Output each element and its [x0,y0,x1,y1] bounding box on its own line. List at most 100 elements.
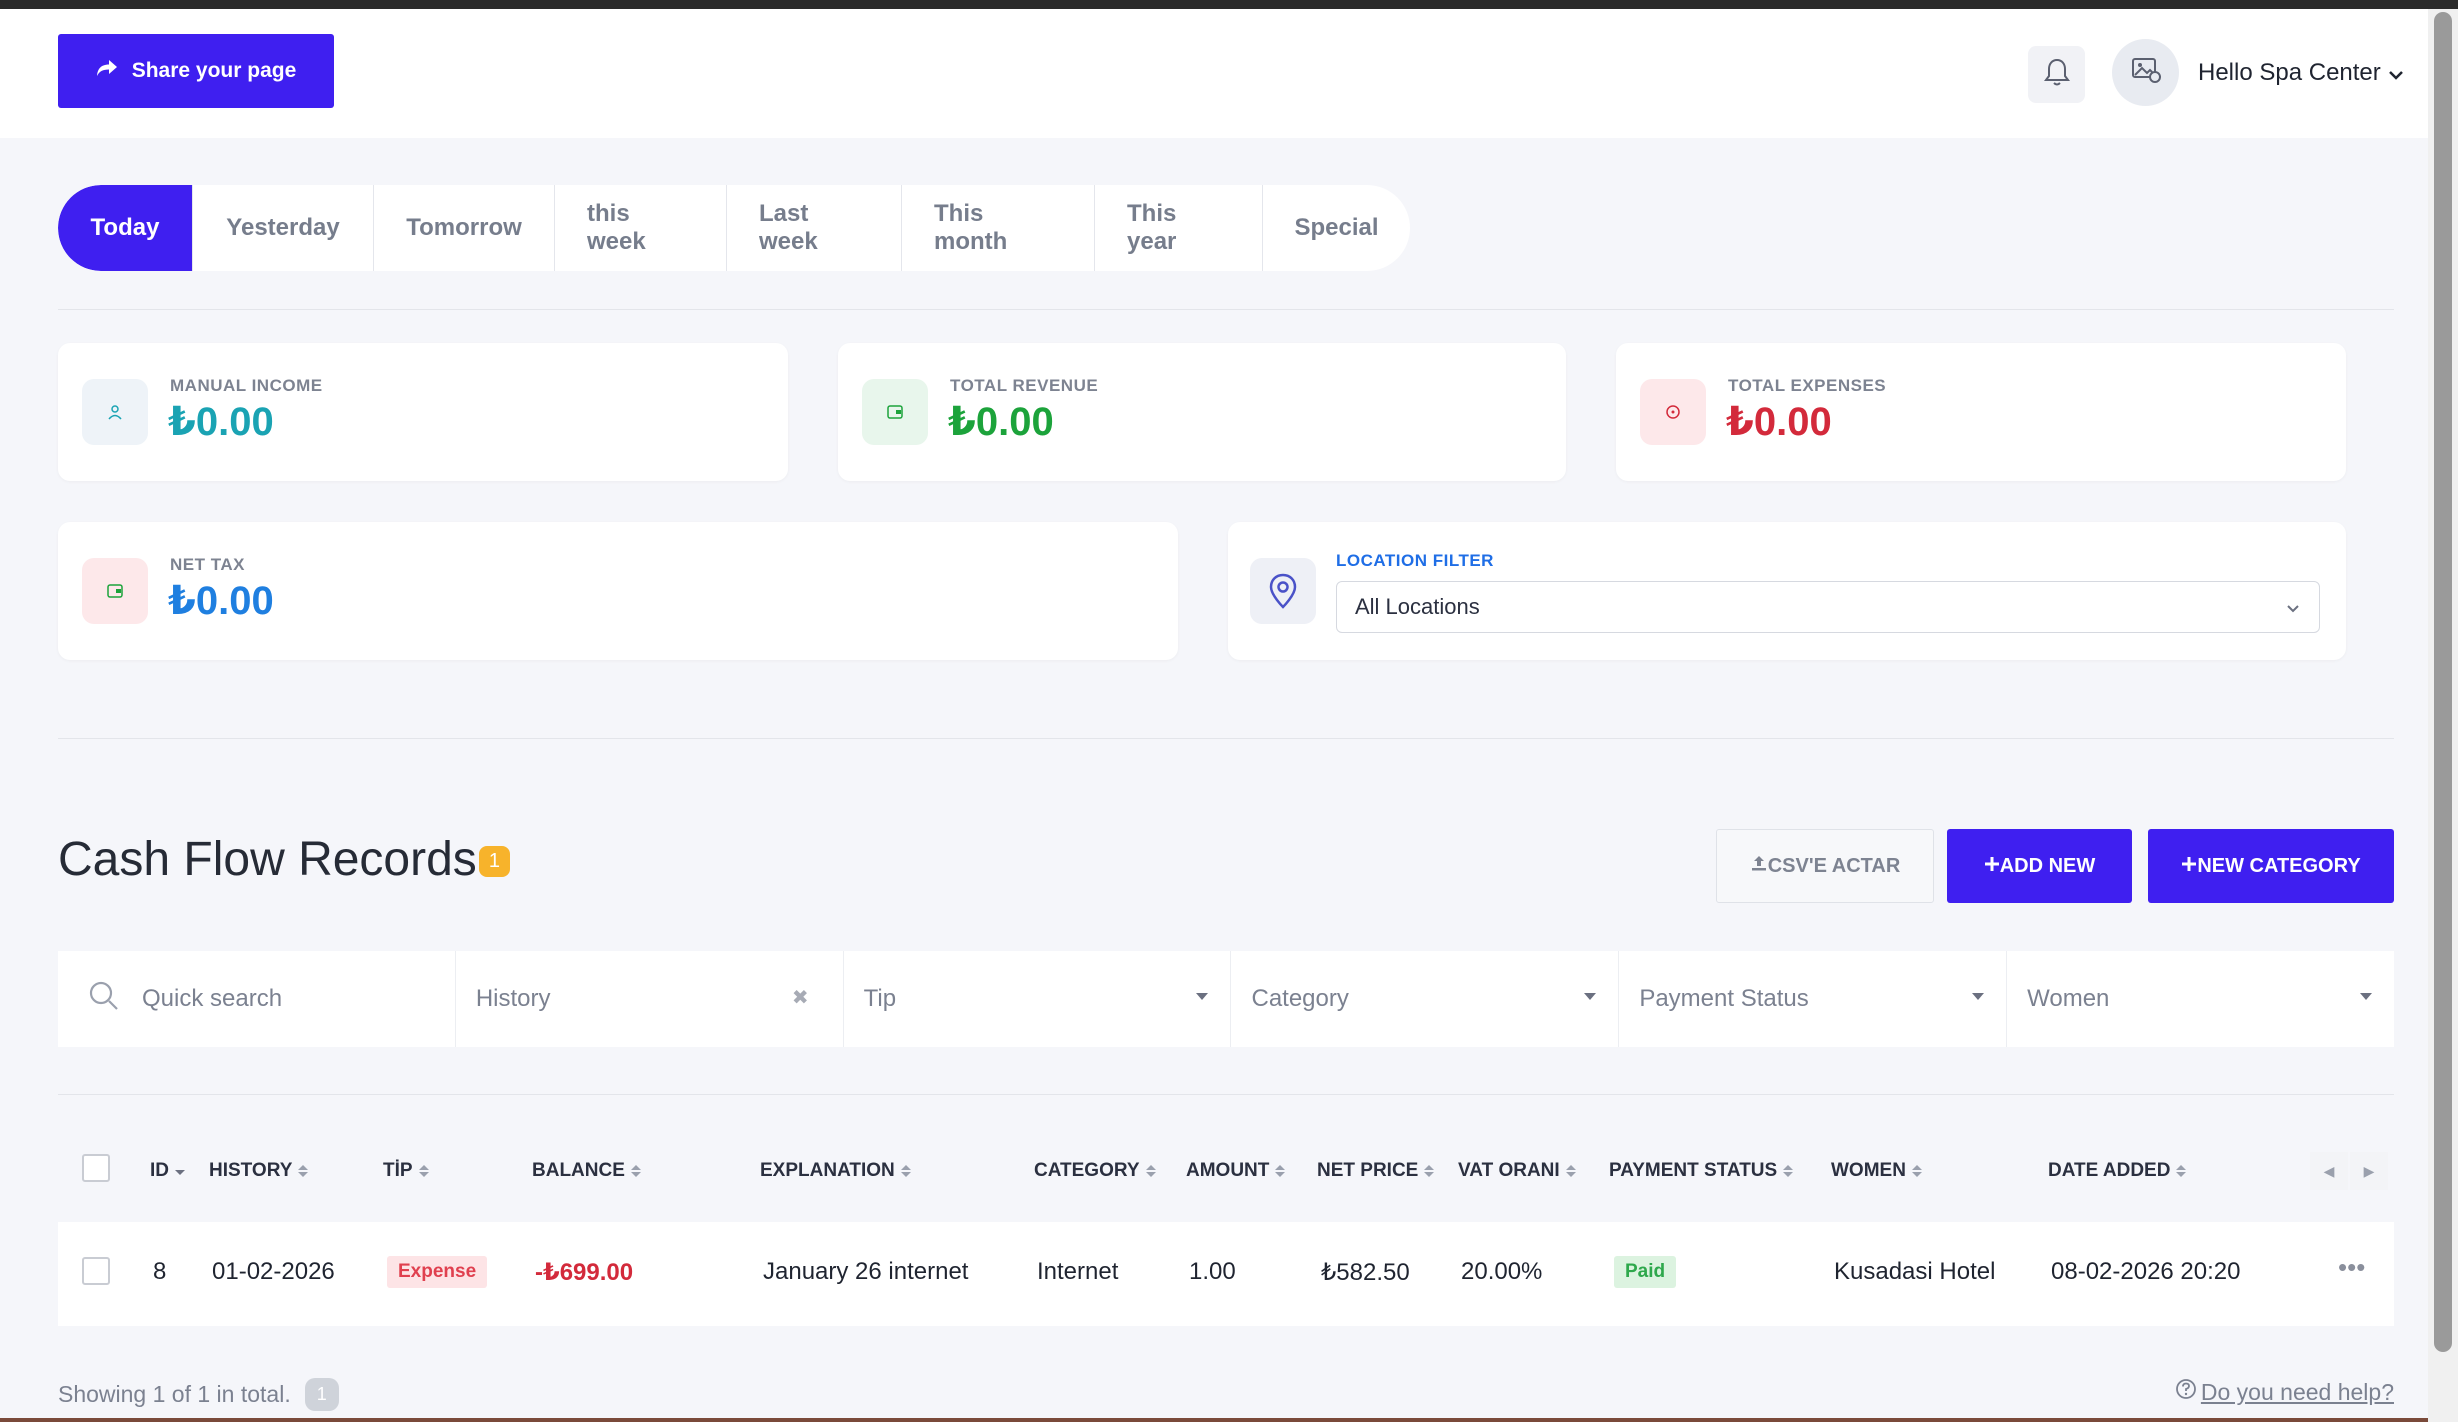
sort-icon [418,1165,429,1177]
column-header-balance[interactable]: BALANCE [532,1160,641,1182]
sort-icon [900,1165,911,1177]
column-header-label: AMOUNT [1186,1160,1270,1181]
clear-icon[interactable]: ✖ [791,987,809,1009]
payment-status-filter[interactable]: Payment Status [1619,951,2008,1047]
column-header-label: HISTORY [209,1160,293,1181]
column-header-amount[interactable]: AMOUNT [1186,1160,1286,1182]
tip-filter-label: Tip [863,985,897,1012]
divider [58,738,2394,739]
divider [58,309,2394,310]
column-header-vat[interactable]: VAT ORANI [1458,1160,1576,1182]
column-header-payment-status[interactable]: PAYMENT STATUS [1609,1160,1794,1182]
plus-icon [1984,855,2000,878]
column-header-id[interactable]: ID [150,1160,185,1182]
select-all-checkbox[interactable] [82,1154,110,1182]
cell-amount: 1.00 [1189,1258,1236,1285]
user-menu[interactable]: Hello Spa Center [2198,56,2403,90]
caret-down-icon [1972,993,1985,1000]
tab-this-month[interactable]: This month [902,185,1095,271]
scrollbar-thumb[interactable] [2434,12,2452,1352]
cell-history: 01-02-2026 [212,1258,335,1285]
tab-yesterday[interactable]: Yesterday [193,185,374,271]
chevron-down-icon [2388,59,2403,87]
column-header-label: DATE ADDED [2048,1160,2171,1181]
receipt-icon [82,558,148,624]
cell-id: 8 [153,1258,167,1285]
column-header-women[interactable]: WOMEN [1831,1160,1922,1182]
scroll-right-button[interactable]: ▶ [2350,1152,2388,1190]
column-header-label: VAT ORANI [1458,1160,1560,1181]
category-filter-label: Category [1251,985,1349,1012]
tab-tomorrow[interactable]: Tomorrow [374,185,555,271]
row-actions-icon[interactable]: ••• [2338,1252,2366,1282]
export-csv-button[interactable]: CSV'E ACTAR [1716,829,1934,903]
help-link-label: Do you need help? [2200,1378,2394,1405]
page-number-badge[interactable]: 1 [304,1378,339,1411]
cell-explanation: January 26 internet [763,1258,969,1285]
new-category-button[interactable]: NEW CATEGORY [2148,829,2394,903]
net-tax-value: ₺0.00 [168,579,274,623]
chevron-down-icon [2285,596,2301,622]
payment-status-filter-label: Payment Status [1639,985,1809,1012]
chevron-right-icon: ▶ [2363,1162,2375,1179]
share-page-button[interactable]: Share your page [58,34,334,108]
column-header-label: WOMEN [1831,1160,1906,1181]
total-expenses-card: TOTAL EXPENSES ₺0.00 [1616,343,2346,481]
add-new-button[interactable]: ADD NEW [1947,829,2132,903]
tab-this-year[interactable]: This year [1095,185,1263,271]
cell-net-price: ₺582.50 [1321,1259,1410,1286]
table-header: ID HISTORY TİP BALANCE EXPLANATION CATEG… [58,1142,2394,1202]
cell-women: Kusadasi Hotel [1834,1258,1996,1285]
location-select[interactable]: All Locations [1336,581,2320,633]
section-title: Cash Flow Records 1 [58,832,510,887]
help-link[interactable]: Do you need help? [2175,1378,2394,1406]
tab-today[interactable]: Today [58,185,193,271]
share-page-label: Share your page [131,59,297,82]
tip-filter[interactable]: Tip [844,951,1232,1047]
plus-icon [2181,855,2197,878]
column-header-history[interactable]: HISTORY [209,1160,309,1182]
wallet-icon [862,379,928,445]
clock-icon [1640,379,1706,445]
showing-text: Showing 1 of 1 in total. [58,1381,291,1407]
manual-income-card: MANUAL INCOME ₺0.00 [58,343,788,481]
sort-desc-icon [175,1160,185,1182]
share-icon [96,59,118,83]
search-input[interactable]: Quick search [58,951,456,1047]
cell-category: Internet [1037,1258,1119,1285]
sort-icon [1424,1165,1435,1177]
records-title: Cash Flow Records [58,833,477,886]
bottom-border [0,1418,2428,1422]
column-header-net-price[interactable]: NET PRICE [1317,1160,1435,1182]
total-revenue-label: TOTAL REVENUE [950,376,1099,395]
location-filter-label: LOCATION FILTER [1336,551,1494,570]
sort-icon [1783,1165,1794,1177]
map-pin-icon [1250,558,1316,624]
scroll-left-button[interactable]: ◀ [2310,1152,2348,1190]
category-filter[interactable]: Category [1231,951,1620,1047]
row-checkbox[interactable] [82,1257,110,1285]
history-filter[interactable]: History ✖ [456,951,844,1047]
column-header-explanation[interactable]: EXPLANATION [760,1160,911,1182]
cell-date-added: 08-02-2026 20:20 [2051,1258,2241,1285]
sort-icon [298,1165,309,1177]
women-filter[interactable]: Women [2007,951,2394,1047]
column-header-date-added[interactable]: DATE ADDED [2048,1160,2187,1182]
search-placeholder: Quick search [142,985,283,1012]
total-expenses-value: ₺0.00 [1726,400,1832,444]
caret-down-icon [1196,993,1209,1000]
notifications-button[interactable] [2028,46,2085,103]
column-header-category[interactable]: CATEGORY [1034,1160,1156,1182]
tab-special[interactable]: Special [1294,214,1379,241]
column-header-tip[interactable]: TİP [383,1160,429,1182]
date-range-tabs: Today Yesterday Tomorrow this week Last … [58,185,1410,271]
table-row[interactable]: 8 01-02-2026 Expense -₺699.00 January 26… [58,1222,2394,1326]
net-tax-card: NET TAX ₺0.00 [58,522,1178,660]
tab-last-week[interactable]: Last week [727,185,902,271]
profile-image-icon [2131,56,2161,89]
bell-icon [2043,57,2071,92]
avatar[interactable] [2112,39,2179,106]
tab-this-week[interactable]: this week [555,185,727,271]
manual-income-value: ₺0.00 [168,400,274,444]
column-header-label: TİP [383,1160,413,1181]
